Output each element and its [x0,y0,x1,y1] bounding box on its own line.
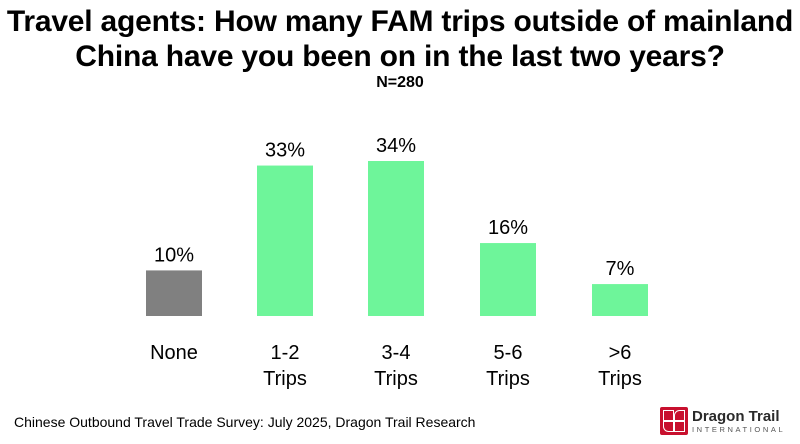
bar-2 [368,161,424,316]
logo-name: Dragon Trail [692,407,780,425]
logo-subtitle: INTERNATIONAL [692,424,786,434]
dragon-trail-logo: Dragon Trail INTERNATIONAL [660,405,785,437]
bar-value-label-4: 7% [606,258,635,280]
category-label-0: None [150,342,198,364]
category-label-4: >6 Trips [598,342,642,390]
category-label-3: 5-6 Trips [486,342,530,390]
bar-value-label-3: 16% [488,217,528,239]
chart-title: Travel agents: How many FAM trips outsid… [6,5,794,73]
bar-value-label-1: 33% [265,140,305,162]
bar-1 [257,165,313,316]
bar-value-label-2: 34% [376,135,416,157]
chart-subtitle: N=280 [376,74,424,91]
bar-3 [480,243,536,316]
category-label-1: 1-2 Trips [263,342,307,390]
source-note: Chinese Outbound Travel Trade Survey: Ju… [14,414,476,430]
dragon-trail-logo-icon [660,407,688,435]
category-label-2: 3-4 Trips [374,342,418,390]
bar-value-label-0: 10% [154,244,194,266]
bar-0 [146,270,202,316]
bar-4 [592,284,648,316]
